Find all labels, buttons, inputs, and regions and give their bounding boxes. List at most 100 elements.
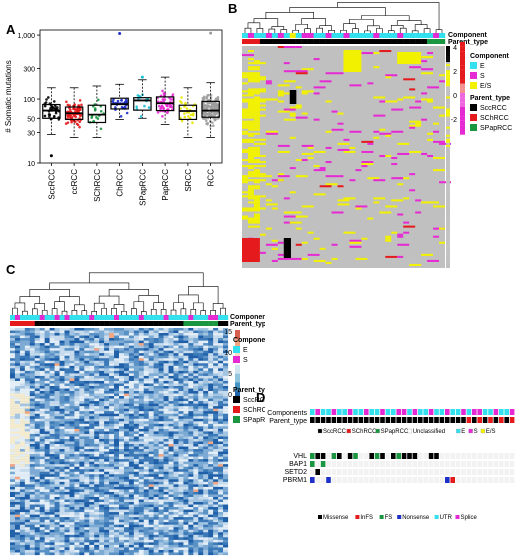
heat-cell <box>143 413 149 417</box>
heat-cell <box>29 454 35 457</box>
heat-cell <box>143 433 149 437</box>
heat-cell <box>138 499 144 503</box>
heat-cell <box>84 373 90 377</box>
heat-cell <box>242 126 254 129</box>
heat-cell <box>439 114 445 117</box>
heat-cell <box>14 328 21 331</box>
heat-cell <box>168 534 174 538</box>
heat-cell <box>247 50 254 53</box>
heat-cell <box>133 401 139 404</box>
row-annotation-cell <box>446 120 450 123</box>
heat-cell <box>168 348 174 351</box>
heat-cell <box>109 416 115 419</box>
heat-cell <box>198 328 204 331</box>
heat-cell <box>59 461 65 465</box>
heat-cell <box>74 494 80 498</box>
heat-cell <box>39 428 45 432</box>
row-annotation-cell <box>446 130 450 133</box>
heat-cell <box>277 173 284 176</box>
heat-cell <box>19 529 25 533</box>
heat-cell <box>24 502 30 505</box>
heat-cell <box>99 338 105 341</box>
heat-cell <box>203 489 209 493</box>
heat-cell <box>69 350 75 354</box>
heat-cell <box>433 157 445 160</box>
heat-cell <box>208 484 214 487</box>
heat-cell <box>173 375 179 379</box>
heat-cell <box>128 474 134 477</box>
heat-cell <box>203 330 209 334</box>
parent-type-cell <box>153 321 159 326</box>
heat-cell <box>99 484 105 487</box>
heat-cell <box>10 393 16 397</box>
heat-cell <box>104 449 110 452</box>
data-point <box>212 105 215 108</box>
dendro-branch <box>91 310 98 315</box>
heat-cell <box>29 449 35 452</box>
heat-cell <box>123 333 130 336</box>
heat-cell <box>128 524 134 528</box>
heat-cell <box>213 433 219 437</box>
heat-cell <box>193 418 199 422</box>
heat-cell <box>123 474 130 477</box>
heat-cell <box>74 375 80 379</box>
heat-cell <box>44 408 50 412</box>
heat-cell <box>44 421 50 424</box>
heat-cell <box>148 386 154 389</box>
heat-cell <box>64 438 70 442</box>
heat-cell <box>203 534 209 538</box>
heat-cell <box>34 391 40 394</box>
heat-cell <box>168 459 174 462</box>
heat-cell <box>24 423 30 427</box>
heat-cell <box>114 451 120 455</box>
heat-cell <box>242 124 254 127</box>
row-annotation-cell <box>446 169 450 172</box>
heat-cell <box>19 454 25 457</box>
heat-cell <box>54 524 60 528</box>
heat-cell <box>119 396 125 399</box>
heat-cell <box>84 466 90 470</box>
heat-cell <box>409 189 416 192</box>
heat-cell <box>39 532 45 535</box>
heat-cell <box>153 534 159 538</box>
heat-cell <box>119 411 125 414</box>
heat-cell <box>44 471 50 475</box>
heat-cell <box>10 527 16 530</box>
heat-cell <box>104 517 110 520</box>
heat-cell <box>19 509 25 513</box>
heat-cell <box>128 504 134 508</box>
heat-cell <box>34 368 40 371</box>
heat-cell <box>138 398 144 402</box>
heat-cell <box>198 421 204 424</box>
heat-cell <box>218 466 224 470</box>
heat-cell <box>198 532 204 535</box>
heat-cell <box>242 130 248 133</box>
heat-cell <box>44 345 50 349</box>
heat-cell <box>213 358 219 361</box>
heat-cell <box>148 406 154 409</box>
heat-cell <box>183 436 189 440</box>
heat-cell <box>148 396 154 399</box>
heat-cell <box>203 519 209 523</box>
heat-cell <box>14 413 21 417</box>
component-cell <box>104 315 110 320</box>
heat-cell <box>198 444 204 447</box>
heat-cell <box>188 360 194 364</box>
heat-cell <box>223 416 229 419</box>
heat-cell <box>44 398 50 402</box>
heat-cell <box>69 504 75 508</box>
heat-cell <box>49 454 55 457</box>
heat-cell <box>138 423 144 427</box>
heat-cell <box>153 436 159 440</box>
heat-cell <box>128 484 134 487</box>
heat-cell <box>178 333 184 336</box>
row-annotation-cell <box>446 140 450 143</box>
heat-cell <box>109 438 115 442</box>
heat-cell <box>114 426 120 429</box>
heat-cell <box>99 380 105 384</box>
heat-cell <box>133 358 139 361</box>
heat-cell <box>133 353 139 356</box>
heat-cell <box>265 82 272 85</box>
heat-cell <box>163 471 169 475</box>
heat-cell <box>409 173 416 176</box>
